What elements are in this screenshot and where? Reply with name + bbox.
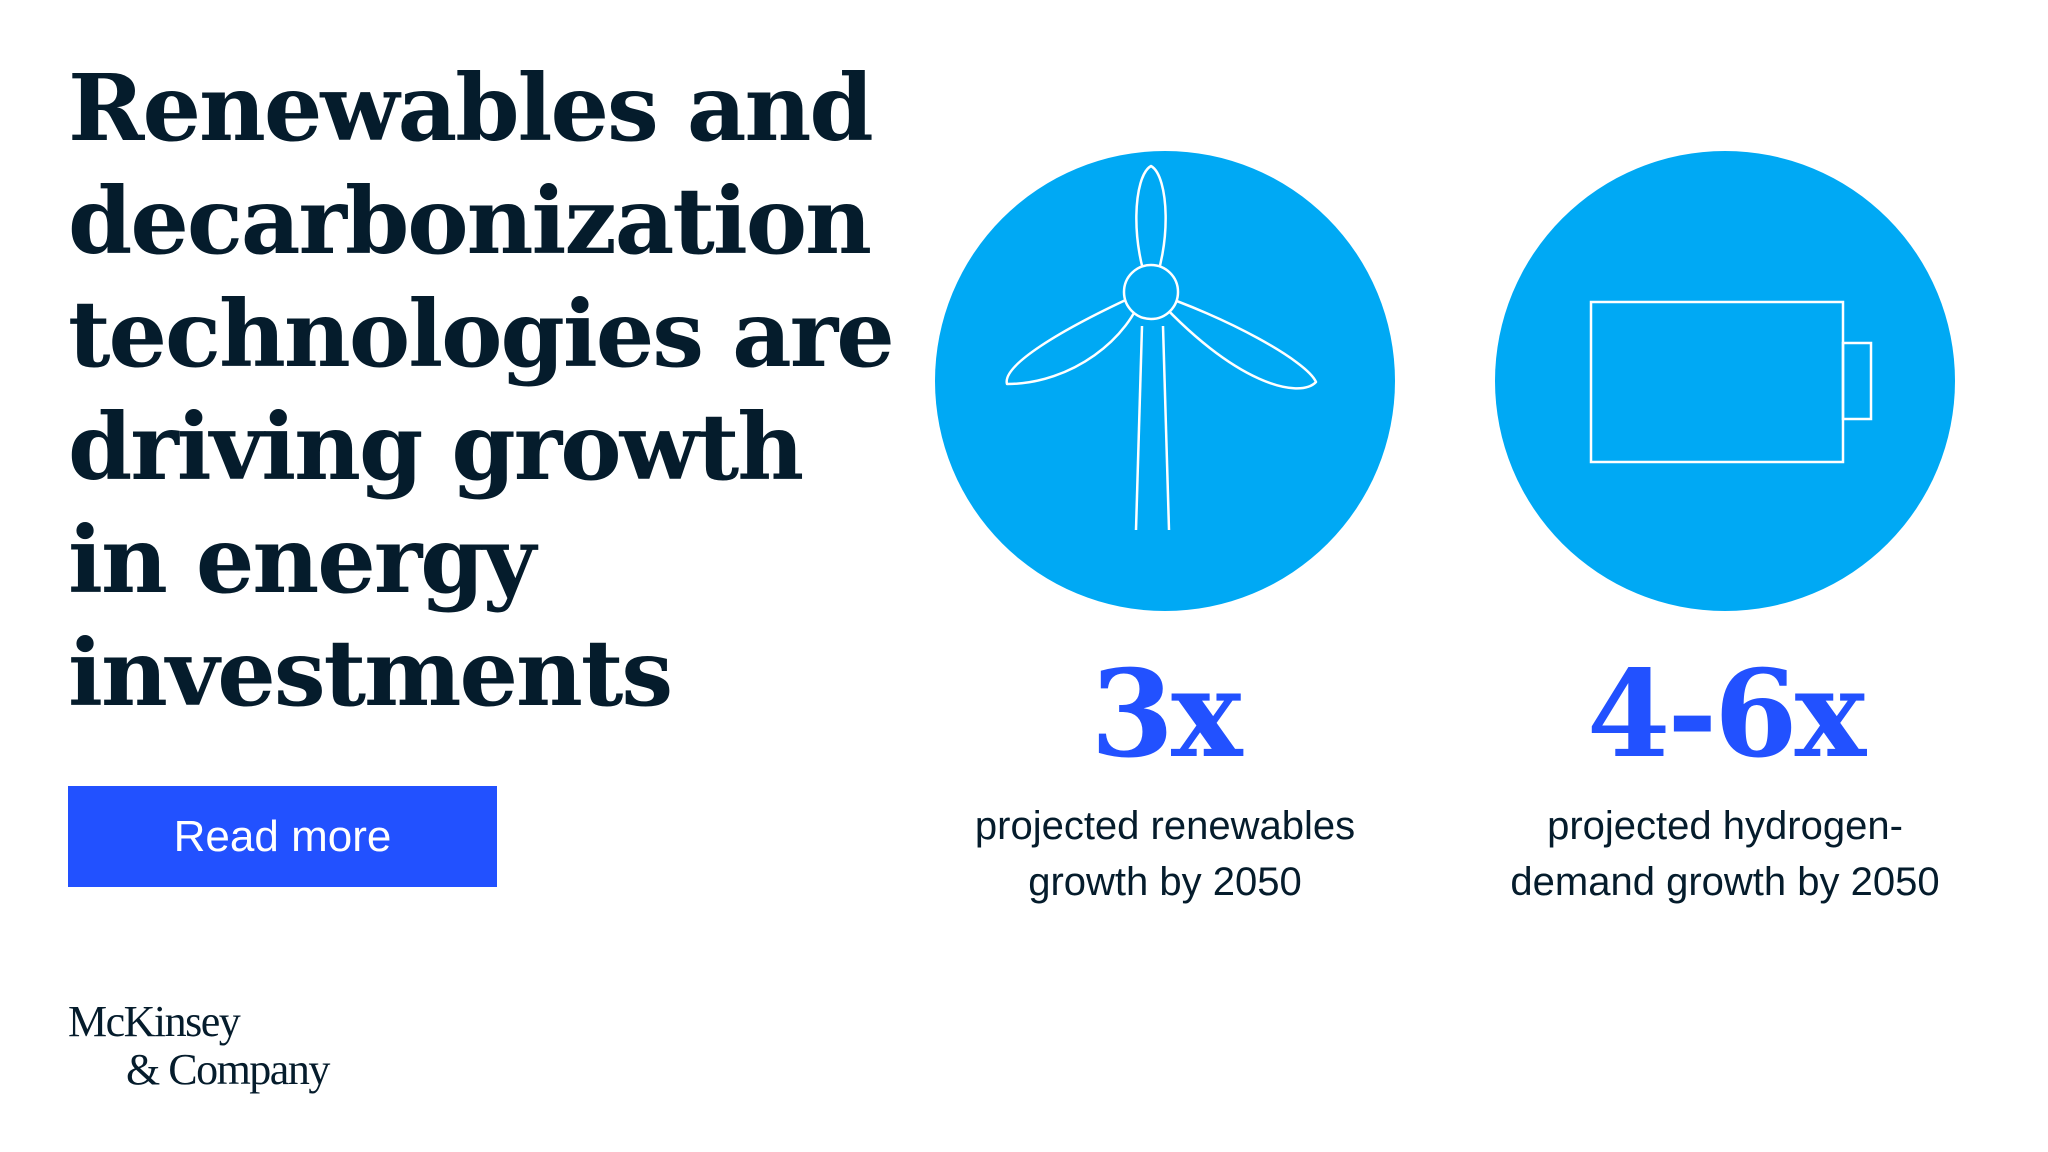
stat-caption: projected hydrogen- demand growth by 205… (1445, 798, 2005, 910)
headline-line: technologies are (68, 280, 895, 388)
mckinsey-logo: McKinsey & Company (68, 997, 330, 1094)
headline-line: investments (68, 619, 673, 727)
renewables-circle (935, 151, 1395, 611)
battery-icon (1589, 300, 1873, 464)
headline: Renewables and decarbonization technolog… (68, 52, 895, 730)
headline-line: decarbonization (68, 167, 872, 275)
stat-value: 3x (1090, 644, 1242, 785)
hydrogen-circle (1495, 151, 1955, 611)
headline-line: Renewables and (68, 54, 874, 162)
headline-line: in energy (68, 506, 536, 614)
logo-line-2: & Company (126, 1045, 330, 1094)
stat-caption-line: projected hydrogen- (1547, 804, 1903, 848)
logo-line-1: McKinsey (68, 997, 241, 1046)
stat-caption: projected renewables growth by 2050 (885, 798, 1445, 910)
stat-caption-line: growth by 2050 (1028, 860, 1302, 904)
headline-line: driving growth (68, 393, 804, 501)
stat-caption-line: projected renewables (974, 804, 1356, 848)
read-more-button[interactable]: Read more (68, 786, 497, 887)
stat-value: 4-6x (1586, 644, 1866, 785)
stat-caption-line: demand growth by 2050 (1510, 860, 1940, 904)
wind-turbine-icon (1005, 164, 1318, 531)
